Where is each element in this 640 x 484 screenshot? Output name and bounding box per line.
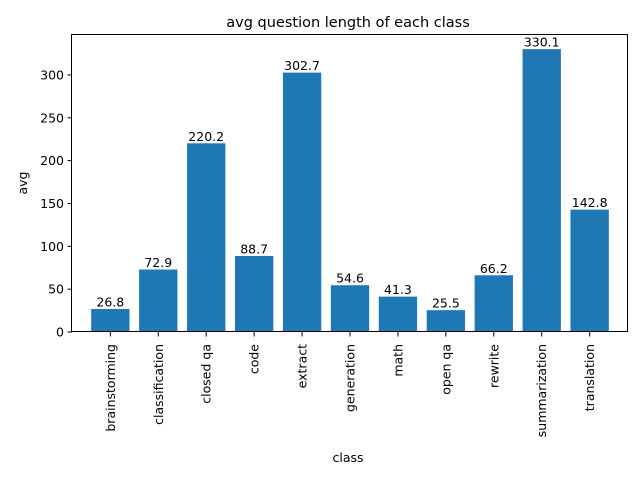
data-label: 330.1 [524,35,560,50]
bar-rewrite [474,275,513,332]
y-axis: 0 50 100 150 200 250 300 [40,67,72,340]
data-label: 72.9 [144,255,172,270]
y-tick-label: 150 [40,196,64,211]
data-label: 41.3 [384,282,412,297]
bar-code [234,255,274,332]
bar-translation [570,209,609,332]
data-label: 66.2 [480,261,508,276]
data-label: 142.8 [572,195,608,210]
bar-generation [330,285,370,332]
x-tick-label: generation [343,344,358,412]
data-label: 302.7 [284,58,320,73]
y-tick-label: 300 [40,67,64,82]
x-tick-label: extract [295,344,310,388]
data-label: 88.7 [240,241,268,256]
y-tick-label: 200 [40,153,64,168]
y-tick-label: 100 [40,239,64,254]
data-labels-group: 26.8 72.9 220.2 88.7 302.7 54.6 41.3 25.5 66.2 33… [96,35,607,311]
y-tick-label: 0 [56,325,64,340]
bar-summarization [522,49,561,332]
data-label: 26.8 [96,295,124,310]
x-tick-label: brainstorming [103,344,118,432]
y-tick-label: 50 [48,282,64,297]
bar-open-qa [426,310,466,332]
data-label: 25.5 [432,296,460,311]
y-tick-label: 250 [40,110,64,125]
data-label: 220.2 [188,129,224,144]
bars-group [91,49,609,333]
x-tick-label: summarization [534,344,549,437]
x-axis-label: class [332,450,363,465]
x-tick-label: rewrite [486,344,501,388]
x-tick-label: translation [582,344,597,411]
x-tick-label: code [247,344,262,374]
bar-extract [282,72,322,333]
x-tick-label: classification [151,344,166,425]
plot-frame [71,34,628,332]
y-axis-label: avg [15,172,30,195]
x-tick-label: math [390,344,405,377]
bar-closed-qa [187,143,226,332]
x-tick-label: open qa [438,344,453,395]
x-tick-label: closed qa [199,344,214,404]
x-axis: brainstorming classification closed qa code… [103,332,597,437]
bar-math [378,296,418,332]
bar-brainstorming [91,309,130,332]
chart-title: avg question length of each class [226,15,470,31]
data-label: 54.6 [336,271,364,286]
bar-classification [139,269,178,332]
